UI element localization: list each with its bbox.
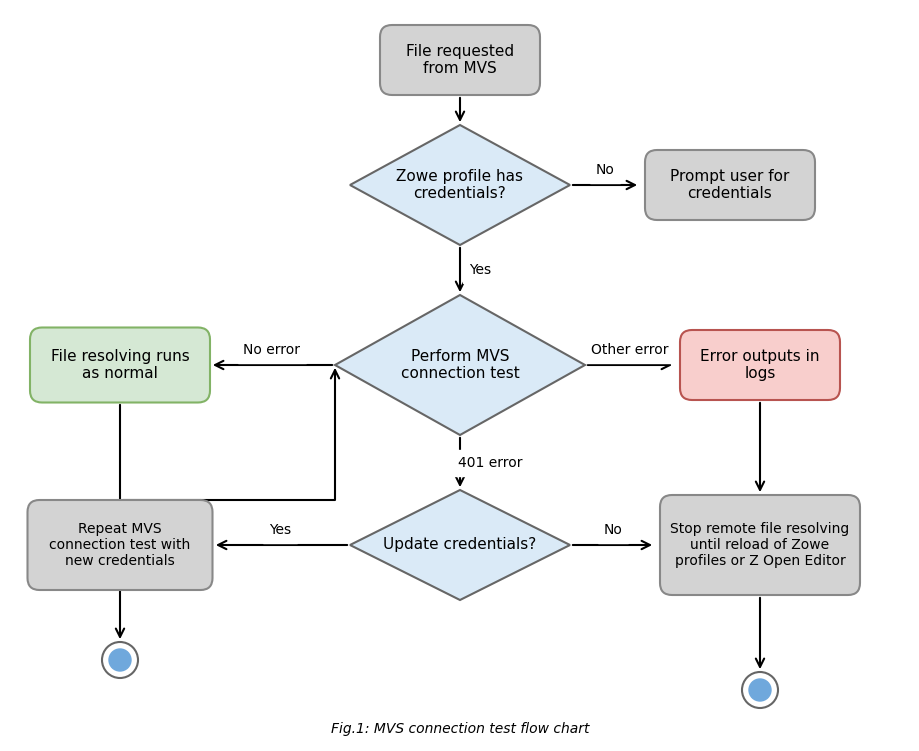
Text: Zowe profile has
credentials?: Zowe profile has credentials?	[396, 169, 523, 201]
Text: Update credentials?: Update credentials?	[383, 538, 536, 553]
Circle shape	[748, 679, 770, 701]
Text: No: No	[603, 523, 622, 537]
Text: Prompt user for
credentials: Prompt user for credentials	[670, 169, 789, 201]
Circle shape	[742, 672, 777, 708]
Text: No error: No error	[244, 343, 301, 357]
FancyBboxPatch shape	[644, 150, 814, 220]
Text: Repeat MVS
connection test with
new credentials: Repeat MVS connection test with new cred…	[50, 522, 190, 569]
Text: Other error: Other error	[591, 343, 668, 357]
FancyBboxPatch shape	[659, 495, 859, 595]
FancyBboxPatch shape	[28, 500, 212, 590]
Text: No: No	[595, 163, 614, 177]
Text: Fig.1: MVS connection test flow chart: Fig.1: MVS connection test flow chart	[331, 722, 588, 736]
Circle shape	[108, 649, 130, 671]
Text: Error outputs in
logs: Error outputs in logs	[699, 348, 819, 382]
Text: Stop remote file resolving
until reload of Zowe
profiles or Z Open Editor: Stop remote file resolving until reload …	[670, 522, 849, 569]
Text: File resolving runs
as normal: File resolving runs as normal	[51, 348, 189, 382]
Polygon shape	[335, 295, 584, 435]
FancyBboxPatch shape	[679, 330, 839, 400]
Text: Yes: Yes	[268, 523, 290, 537]
Polygon shape	[349, 490, 570, 600]
Text: Perform MVS
connection test: Perform MVS connection test	[400, 348, 519, 382]
Text: 401 error: 401 error	[458, 456, 522, 470]
Text: File requested
from MVS: File requested from MVS	[405, 44, 514, 76]
Text: Yes: Yes	[469, 263, 491, 277]
Polygon shape	[349, 125, 570, 245]
FancyBboxPatch shape	[30, 327, 210, 403]
FancyBboxPatch shape	[380, 25, 539, 95]
Circle shape	[102, 642, 138, 678]
